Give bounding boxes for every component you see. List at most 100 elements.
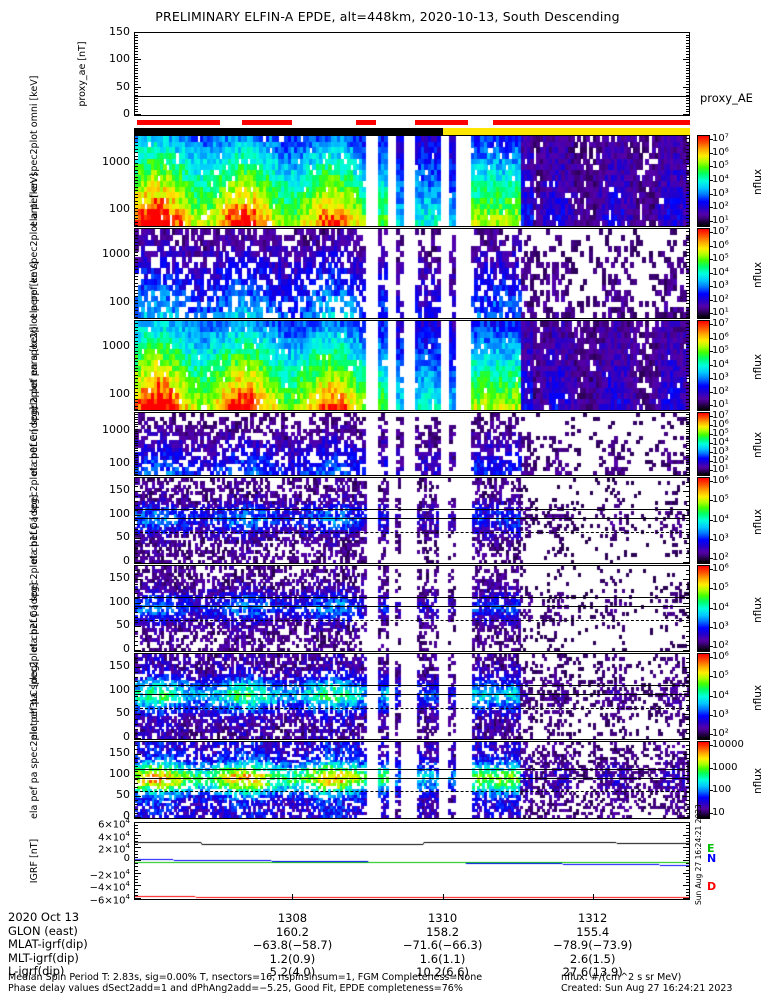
axis-minor-tick	[686, 245, 690, 247]
axis-minor-tick	[686, 741, 690, 742]
axis-minor-tick	[134, 67, 138, 69]
axis-minor-tick	[686, 795, 690, 797]
status-bar-red-segment[interactable]	[136, 120, 221, 125]
panel-perp[interactable]	[134, 320, 690, 411]
axis-minor-tick	[134, 745, 138, 747]
axis-minor-tick	[134, 391, 138, 393]
axis-minor-tick	[134, 579, 138, 581]
axis-minor-tick	[686, 221, 690, 223]
status-bar-red-segment[interactable]	[492, 120, 690, 125]
axis-minor-tick	[686, 81, 690, 83]
axis-minor-tick	[134, 258, 138, 260]
colorbar-tick	[710, 193, 713, 195]
axis-minor-tick	[134, 817, 138, 818]
xaxis-tick	[292, 894, 294, 900]
axis-minor-tick	[134, 416, 138, 418]
panel-proxy-ae[interactable]	[134, 32, 690, 116]
colorbar-tick	[710, 245, 713, 247]
panel-ch0LC[interactable]	[134, 477, 690, 564]
xaxis-tick-value: 1308	[277, 911, 308, 925]
axis-minor-tick	[134, 723, 138, 725]
axis-minor-tick	[686, 486, 690, 488]
axis-minor-tick	[686, 481, 690, 483]
axis-minor-tick	[134, 73, 138, 74]
axis-minor-tick	[134, 317, 138, 318]
status-bar-red-segment[interactable]	[356, 120, 376, 125]
axis-minor-tick	[686, 853, 690, 855]
status-bar-red-segment[interactable]	[242, 120, 293, 125]
panel-omni-ytick: 100	[109, 202, 130, 216]
colorbar-tick-label: 10⁶	[712, 651, 729, 662]
colorbar-tick-label: 10⁵	[712, 582, 729, 594]
axis-minor-tick	[134, 354, 138, 356]
panel-perp-ytick: 100	[109, 386, 130, 400]
axis-minor-tick	[686, 200, 690, 202]
colorbar-3[interactable]	[697, 412, 710, 476]
axis-minor-tick	[134, 320, 138, 321]
axis-minor-tick	[686, 856, 690, 858]
panel-igrf[interactable]	[134, 822, 690, 900]
axis-minor-tick	[686, 159, 690, 161]
colorbar-4[interactable]	[697, 477, 710, 564]
status-bar-group[interactable]	[134, 119, 690, 135]
colorbar-5[interactable]	[697, 565, 710, 652]
axis-minor-tick	[134, 853, 138, 855]
axis-minor-tick	[134, 97, 138, 99]
axis-minor-tick	[134, 86, 138, 88]
status-bar-black-segment[interactable]	[134, 128, 443, 135]
axis-minor-tick	[134, 234, 138, 236]
panel-anti[interactable]	[134, 228, 690, 319]
colorbar-tick	[710, 299, 713, 301]
axis-minor-tick	[134, 834, 138, 836]
axis-minor-tick	[134, 583, 138, 585]
axis-minor-tick	[134, 193, 138, 195]
panel-ch3LC[interactable]	[134, 741, 690, 819]
axis-minor-tick	[686, 190, 690, 192]
loss-cone-line	[135, 777, 689, 779]
axis-minor-tick	[134, 303, 138, 305]
loss-cone-line	[135, 596, 689, 598]
axis-minor-tick	[134, 645, 138, 647]
axis-minor-tick	[686, 218, 690, 220]
status-bar-red-segment[interactable]	[414, 120, 468, 125]
axis-minor-tick	[134, 48, 138, 50]
axis-minor-tick	[134, 64, 138, 66]
loss-cone-line	[135, 508, 689, 510]
panel-ch1LC[interactable]	[134, 565, 690, 652]
colorbar-7[interactable]	[697, 741, 710, 819]
axis-minor-tick	[686, 757, 690, 759]
axis-minor-tick	[686, 822, 690, 823]
axis-minor-tick	[686, 787, 690, 789]
axis-minor-tick	[134, 856, 138, 858]
xaxis-tick-value: 2.6(1.5)	[569, 951, 616, 966]
axis-minor-tick	[686, 863, 690, 865]
axis-minor-tick	[686, 103, 690, 105]
axis-minor-tick	[134, 657, 138, 659]
colorbar-0[interactable]	[697, 135, 710, 227]
colorbar-2[interactable]	[697, 320, 710, 411]
colorbar-tick	[710, 657, 713, 658]
colorbar-6[interactable]	[697, 653, 710, 740]
panel-ch2LC[interactable]	[134, 653, 690, 740]
xaxis-tick-value: 5.2(4.0)	[269, 965, 316, 980]
axis-minor-tick	[686, 804, 690, 806]
axis-minor-tick	[134, 450, 138, 452]
colorbar-tick	[710, 286, 713, 287]
panel-ch2LC-ytick: 100	[109, 682, 130, 696]
panel-ch2LC-ytick: 0	[123, 730, 130, 743]
axis-minor-tick	[686, 728, 690, 730]
panel-omni[interactable]	[134, 135, 690, 227]
axis-minor-tick	[134, 787, 138, 789]
axis-minor-tick	[134, 340, 138, 342]
panel-ch3LC-ytick: 0	[123, 809, 130, 822]
axis-minor-tick	[686, 409, 690, 410]
axis-minor-tick	[134, 306, 138, 308]
status-bar-yellow-segment[interactable]	[442, 128, 690, 135]
axis-minor-tick	[134, 621, 138, 623]
axis-minor-tick	[686, 378, 690, 380]
panel-para[interactable]	[134, 412, 690, 476]
colorbar-1[interactable]	[697, 228, 710, 319]
axis-minor-tick	[686, 255, 690, 257]
axis-minor-tick	[686, 152, 690, 154]
axis-minor-tick	[134, 593, 138, 595]
